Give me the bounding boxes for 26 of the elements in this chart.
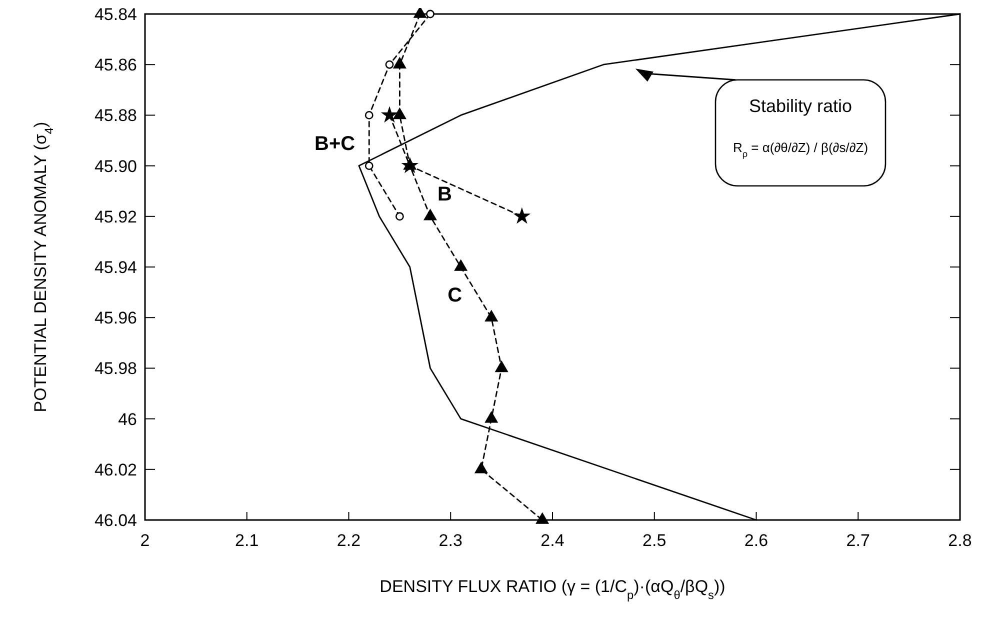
y-tick-label: 45.90 <box>94 156 137 176</box>
x-tick-label: 2.5 <box>642 531 666 550</box>
annotation: R$_{ρ}$ = α(∂θ/∂Z) / β(∂s/∂Z) <box>732 140 868 159</box>
x-tick-label: 2.7 <box>846 531 870 550</box>
y-tick-label: 45.84 <box>94 5 137 24</box>
series-label: B+C <box>314 132 356 155</box>
y-tick-label: 46.04 <box>94 511 137 530</box>
y-tick-label: 45.92 <box>94 207 137 226</box>
annotation: Stability ratio <box>748 96 852 116</box>
y-tick-label: 45.98 <box>94 359 137 378</box>
y-tick-label: 45.88 <box>94 106 137 126</box>
x-tick-label: 2.3 <box>438 531 462 550</box>
x-tick-label: 2 <box>140 531 150 550</box>
x-tick-label: 2.8 <box>948 531 972 550</box>
x-tick-label: 2.6 <box>744 531 768 550</box>
x-tick-label: 2.2 <box>336 531 361 550</box>
y-tick-label: 45.94 <box>94 258 137 277</box>
y-tick-label: 46.02 <box>94 460 137 480</box>
series-label: B <box>437 183 452 206</box>
x-tick-label: 2.4 <box>540 531 564 550</box>
x-axis-title: DENSITY FLUX RATIO (γ = (1/C$_{p}$)·(αQ$_{θ}$/βQ$_{s}$)) <box>380 577 726 602</box>
y-tick-label: 45.86 <box>94 56 137 75</box>
y-tick-label: 46 <box>118 410 137 429</box>
series-label: C <box>448 284 462 307</box>
x-tick-label: 2.1 <box>235 531 259 550</box>
y-tick-label: 45.96 <box>94 308 137 328</box>
